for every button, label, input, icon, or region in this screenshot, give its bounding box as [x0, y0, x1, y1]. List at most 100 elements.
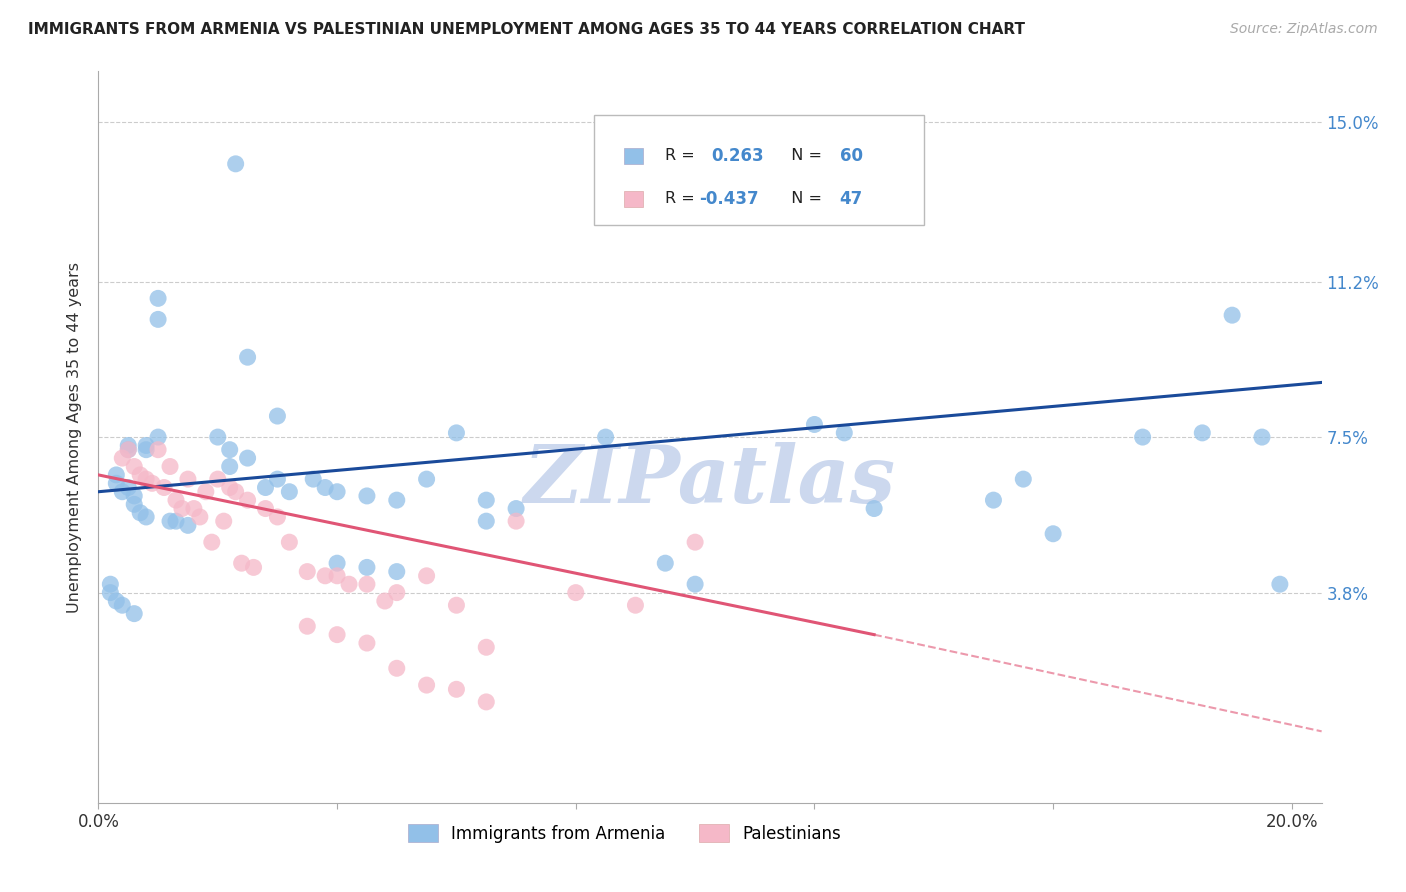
Point [225, 484, 247, 499]
Point [135, 438, 157, 452]
Point [1251, 430, 1274, 444]
Point [225, 157, 247, 171]
Point [218, 442, 240, 457]
Point [111, 484, 134, 499]
Point [266, 510, 288, 524]
Point [218, 459, 240, 474]
Point [446, 425, 468, 440]
Point [446, 682, 468, 697]
Legend: Immigrants from Armenia, Palestinians: Immigrants from Armenia, Palestinians [401, 818, 848, 849]
Point [683, 577, 706, 591]
Point [505, 501, 527, 516]
Point [475, 493, 498, 508]
Point [105, 476, 128, 491]
Point [803, 417, 825, 432]
Point [356, 489, 378, 503]
Point [1012, 472, 1035, 486]
Text: IMMIGRANTS FROM ARMENIA VS PALESTINIAN UNEMPLOYMENT AMONG AGES 35 TO 44 YEARS CO: IMMIGRANTS FROM ARMENIA VS PALESTINIAN U… [28, 22, 1025, 37]
Point [565, 585, 588, 599]
Point [863, 501, 886, 516]
Point [415, 472, 437, 486]
Point [314, 481, 336, 495]
Text: 60: 60 [839, 147, 863, 165]
Text: N =: N = [780, 148, 827, 163]
Point [415, 569, 437, 583]
Point [141, 476, 163, 491]
Point [1191, 425, 1213, 440]
Point [122, 489, 145, 503]
Point [122, 607, 145, 621]
Y-axis label: Unemployment Among Ages 35 to 44 years: Unemployment Among Ages 35 to 44 years [67, 261, 83, 613]
Point [242, 560, 264, 574]
Point [218, 481, 240, 495]
Point [266, 409, 288, 423]
Point [254, 501, 277, 516]
Point [105, 467, 128, 482]
Point [153, 481, 176, 495]
Point [177, 518, 200, 533]
Point [475, 640, 498, 655]
Point [194, 484, 217, 499]
Point [326, 556, 349, 570]
Point [337, 577, 360, 591]
Point [146, 430, 169, 444]
Text: Source: ZipAtlas.com: Source: ZipAtlas.com [1230, 22, 1378, 37]
Point [117, 442, 139, 457]
Point [117, 438, 139, 452]
Point [177, 472, 200, 486]
FancyBboxPatch shape [624, 191, 643, 207]
Point [122, 459, 145, 474]
Point [231, 556, 253, 570]
Point [385, 493, 408, 508]
Point [159, 514, 181, 528]
Point [236, 493, 259, 508]
Point [385, 565, 408, 579]
Point [212, 514, 235, 528]
Point [374, 594, 396, 608]
Point [117, 442, 139, 457]
Point [236, 451, 259, 466]
Point [1042, 526, 1064, 541]
Point [446, 599, 468, 613]
Point [278, 484, 301, 499]
Point [595, 430, 617, 444]
Point [170, 501, 193, 516]
Point [385, 585, 408, 599]
Text: 47: 47 [839, 190, 863, 208]
Point [297, 565, 319, 579]
Point [129, 506, 152, 520]
Point [683, 535, 706, 549]
FancyBboxPatch shape [593, 115, 924, 225]
Point [314, 569, 336, 583]
Point [111, 451, 134, 466]
Text: R =: R = [665, 148, 700, 163]
FancyBboxPatch shape [624, 148, 643, 164]
Point [98, 577, 121, 591]
Point [297, 619, 319, 633]
Point [105, 594, 128, 608]
Point [624, 599, 647, 613]
Point [122, 497, 145, 511]
Text: 0.263: 0.263 [711, 147, 763, 165]
Point [146, 291, 169, 305]
Point [183, 501, 205, 516]
Point [654, 556, 676, 570]
Point [135, 442, 157, 457]
Point [98, 585, 121, 599]
Point [385, 661, 408, 675]
Point [254, 481, 277, 495]
Point [356, 577, 378, 591]
Point [475, 695, 498, 709]
Text: ZIPatlas: ZIPatlas [524, 442, 896, 520]
Point [356, 636, 378, 650]
Point [475, 514, 498, 528]
Point [326, 569, 349, 583]
Point [302, 472, 325, 486]
Point [278, 535, 301, 549]
Point [146, 442, 169, 457]
Point [111, 599, 134, 613]
Point [983, 493, 1005, 508]
Point [326, 484, 349, 499]
Point [266, 472, 288, 486]
Point [1220, 308, 1243, 322]
